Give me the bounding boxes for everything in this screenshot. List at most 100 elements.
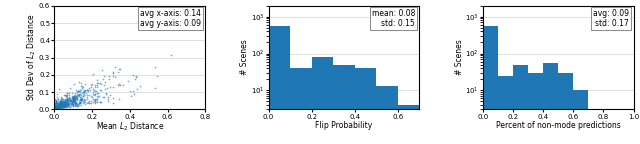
Point: [100, 92, 111, 94]
Point: [55, 106, 65, 109]
Point: [50, 105, 60, 108]
Point: [84, 102, 94, 104]
Point: [72, 95, 82, 97]
Point: [70, 96, 80, 98]
Point: [50, 108, 60, 110]
Point: [58, 106, 68, 108]
Point: [72, 96, 82, 99]
Point: [70, 104, 80, 106]
Point: [54, 107, 64, 109]
Point: [75, 101, 85, 104]
Point: [67, 103, 77, 105]
Point: [55, 106, 65, 109]
Point: [68, 98, 78, 101]
Point: [69, 97, 79, 100]
Point: [77, 91, 88, 93]
Point: [60, 104, 70, 106]
X-axis label: Percent of non-mode predictions: Percent of non-mode predictions: [496, 121, 621, 130]
Point: [79, 91, 89, 93]
Point: [127, 74, 138, 76]
Point: [76, 93, 86, 95]
Point: [62, 105, 72, 107]
Bar: [419, 101, 441, 144]
Point: [57, 102, 67, 104]
Point: [54, 106, 64, 108]
Point: [51, 107, 61, 109]
Point: [68, 102, 78, 105]
Point: [76, 101, 86, 103]
Point: [90, 90, 100, 92]
Point: [113, 83, 124, 86]
Point: [92, 91, 102, 94]
X-axis label: Flip Probability: Flip Probability: [316, 121, 372, 130]
Point: [85, 88, 95, 91]
Point: [69, 95, 79, 97]
Point: [55, 107, 65, 110]
Point: [132, 88, 142, 90]
Point: [58, 101, 68, 104]
Point: [131, 75, 141, 77]
Point: [74, 102, 84, 104]
Point: [68, 105, 78, 107]
Point: [56, 104, 67, 107]
Point: [58, 105, 68, 107]
Point: [67, 97, 77, 99]
Point: [57, 103, 67, 106]
Point: [56, 105, 67, 108]
Point: [60, 102, 70, 104]
Point: [61, 104, 71, 106]
Point: [69, 98, 79, 101]
Point: [76, 89, 86, 92]
Point: [60, 102, 70, 104]
X-axis label: Mean $L_2$ Distance: Mean $L_2$ Distance: [95, 121, 164, 133]
Point: [55, 103, 65, 105]
Point: [74, 102, 84, 104]
Bar: [573, 90, 588, 144]
Point: [63, 102, 73, 104]
Point: [55, 106, 65, 108]
Point: [57, 105, 67, 107]
Point: [51, 102, 61, 104]
Point: [74, 98, 84, 101]
Point: [58, 98, 68, 101]
Point: [63, 101, 73, 103]
Point: [58, 104, 68, 106]
Point: [50, 105, 60, 107]
Point: [59, 103, 69, 105]
Point: [58, 103, 68, 106]
Point: [50, 108, 60, 110]
Point: [81, 89, 92, 91]
Point: [67, 96, 77, 98]
Point: [62, 106, 72, 108]
Point: [60, 98, 70, 100]
Point: [54, 104, 65, 106]
Point: [54, 102, 64, 104]
Point: [58, 107, 68, 109]
Point: [89, 89, 99, 91]
Point: [56, 104, 67, 107]
Point: [63, 104, 74, 106]
Point: [76, 93, 86, 96]
Point: [77, 100, 88, 102]
Point: [80, 99, 90, 101]
Point: [60, 102, 70, 104]
Point: [51, 105, 61, 107]
Point: [74, 92, 84, 95]
Point: [65, 99, 75, 102]
Point: [52, 102, 62, 104]
Bar: [618, 127, 634, 144]
Point: [62, 103, 72, 105]
Point: [68, 105, 78, 107]
Point: [59, 101, 69, 103]
Point: [51, 107, 61, 110]
Point: [74, 96, 84, 98]
Point: [76, 101, 86, 103]
Point: [71, 98, 81, 100]
Point: [74, 90, 84, 92]
Point: [62, 101, 72, 103]
Point: [117, 84, 127, 87]
Point: [90, 83, 100, 86]
Y-axis label: # Scenes: # Scenes: [454, 40, 463, 75]
Point: [73, 104, 83, 107]
Point: [84, 102, 94, 104]
